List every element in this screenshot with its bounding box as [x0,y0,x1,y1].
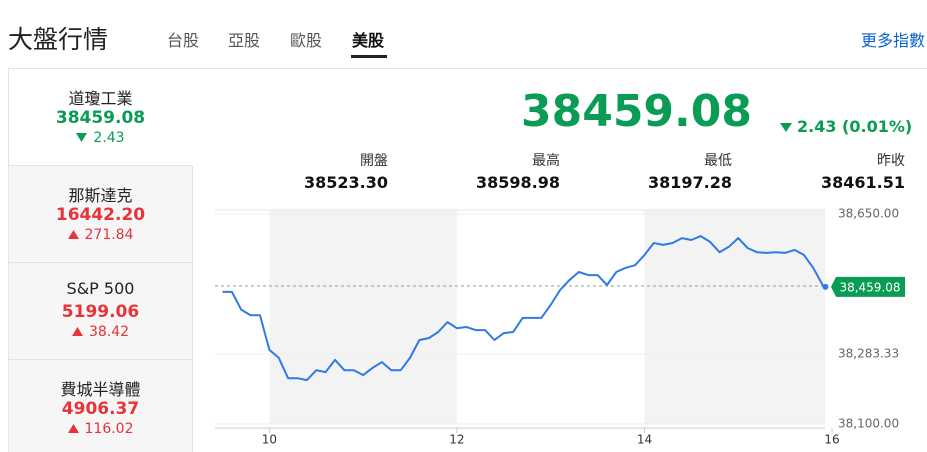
index-card[interactable]: S&P 500 5199.06 38.42 [9,263,193,360]
index-card[interactable]: 費城半導體 4906.37 116.02 [9,360,193,452]
index-change-text: 38.42 [88,324,130,340]
current-dot [822,283,829,290]
index-change-text: 2.43 [93,130,125,146]
tab[interactable]: 歐股 [290,31,323,50]
index-change: 2.43 [9,130,192,146]
index-name: 費城半導體 [60,380,141,399]
x-tick-label: 14 [637,433,652,447]
stat-label: 昨收 [877,153,905,169]
index-value: 5199.06 [61,302,140,322]
index-name: S&P 500 [66,279,135,298]
x-tick-label: 12 [449,433,464,447]
stat-label: 開盤 [360,153,388,169]
tab[interactable]: 亞股 [228,31,261,50]
down-arrow [780,123,792,132]
more-link[interactable]: 更多指數 [860,31,925,50]
index-value: 38459.08 [55,108,146,128]
up-arrow [71,327,83,336]
shade-band [644,210,825,424]
quote-change: 2.43 (0.01%) [780,117,912,136]
quote-change-text: 2.43 (0.01%) [797,117,913,136]
index-value: 4906.37 [61,399,140,419]
index-card[interactable]: 道瓊工業 38459.08 2.43 [9,69,192,166]
shade-band [269,210,457,424]
y-tick-label: 38,650.00 [838,207,899,221]
y-tick-label: 38,100.00 [838,417,899,431]
current-label: 38,459.08 [839,280,900,294]
index-change: 116.02 [9,421,192,437]
down-arrow [76,133,88,142]
index-change: 38.42 [9,324,192,340]
index-change-text: 116.02 [84,421,134,437]
index-card[interactable]: 那斯達克 16442.20 271.84 [9,166,193,263]
stat-value: 38461.51 [820,173,905,192]
index-name: 道瓊工業 [68,89,133,108]
stat-label: 最高 [532,153,560,169]
quote-value: 38459.08 [520,86,752,137]
stat-value: 38197.28 [647,173,732,192]
index-change: 271.84 [9,227,192,243]
x-tick-label: 16 [824,433,839,447]
tab-underline [351,55,387,58]
up-arrow [67,424,79,433]
y-tick-label: 38,283.33 [838,347,899,361]
stat-label: 最低 [704,153,732,169]
content-box [8,68,927,452]
tab[interactable]: 美股 [352,31,385,50]
index-change-text: 271.84 [84,227,134,243]
up-arrow [67,230,79,239]
current-badge [831,276,905,297]
stat-value: 38598.98 [475,173,560,192]
index-value: 16442.20 [55,205,146,225]
price-line [222,235,826,382]
page-title: 大盤行情 [8,25,109,54]
index-name: 那斯達克 [68,186,133,205]
x-tick-label: 10 [262,433,277,447]
tab[interactable]: 台股 [167,31,200,50]
stat-value: 38523.30 [303,173,388,192]
